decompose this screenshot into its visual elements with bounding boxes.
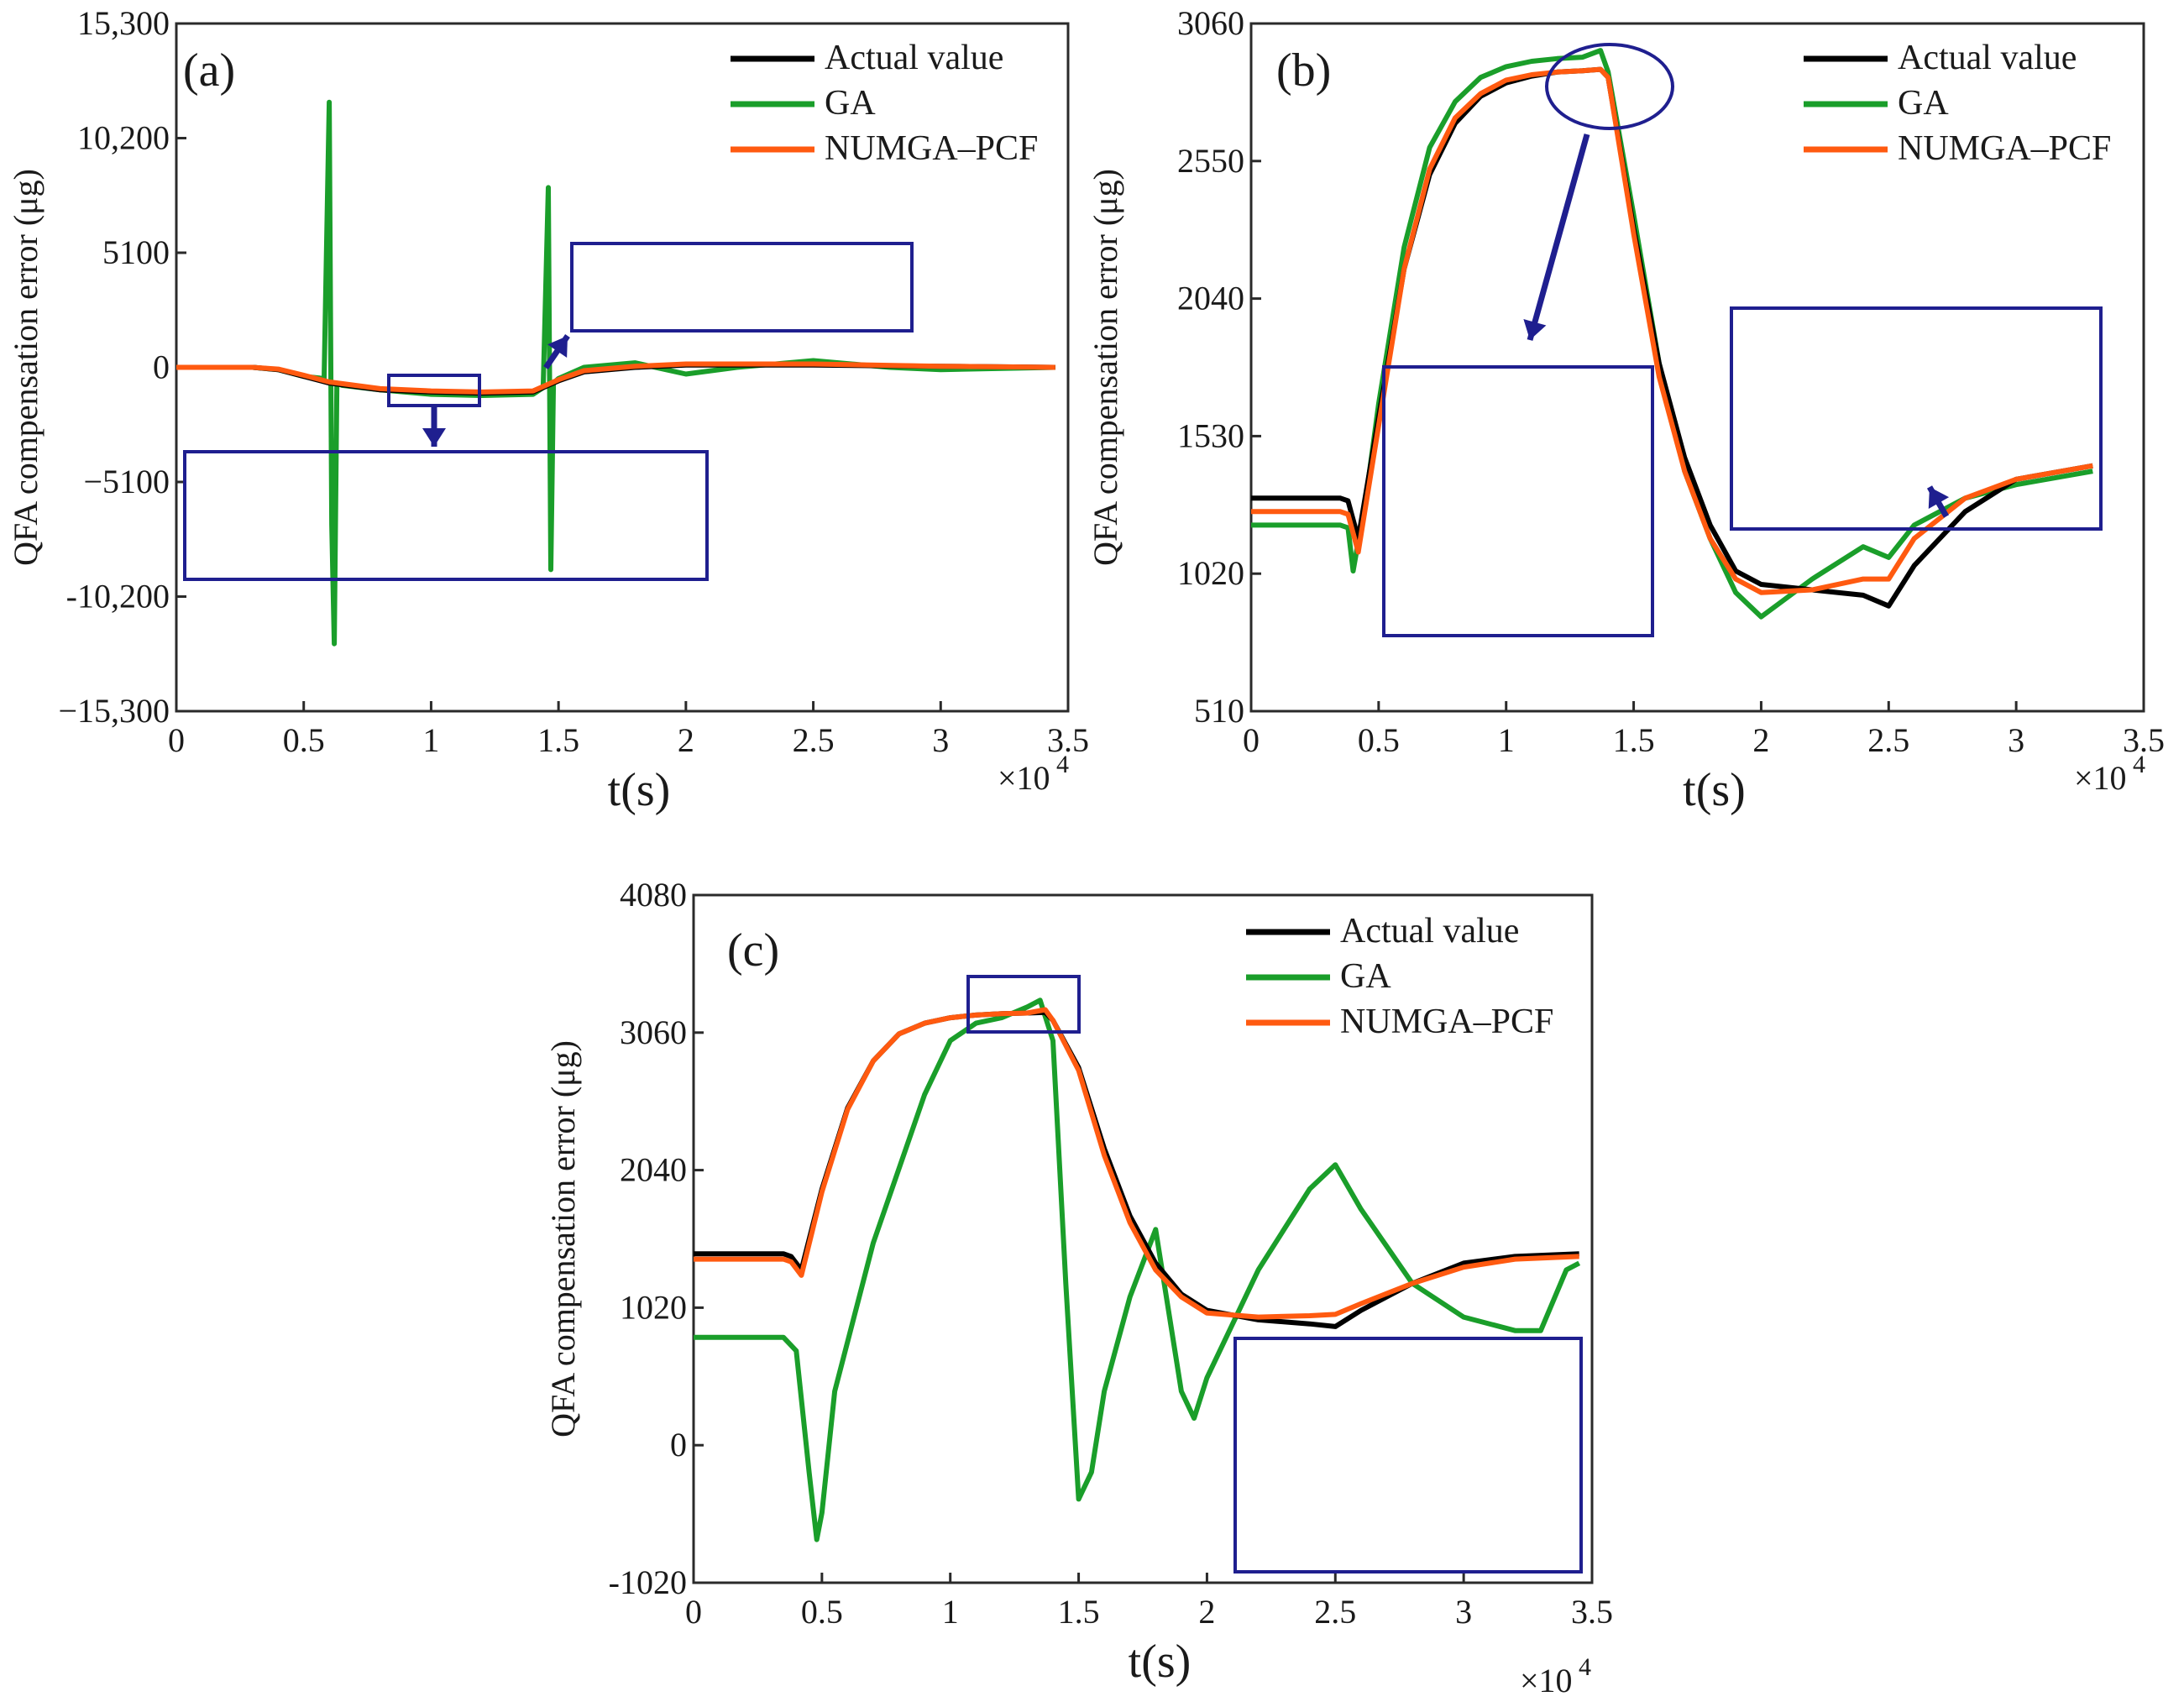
highlight-ellipse [1545, 43, 1674, 130]
legend-label: GA [825, 84, 876, 123]
legend-label: NUMGA–PCF [1340, 1003, 1553, 1041]
chart-panel-2: 510 1020 1530 2040 2550 3060 0 0.5 1 1.5 2 2.5 3 3.5 t… [1087, 4, 2165, 816]
y-tick-label: -10,200 [66, 578, 170, 615]
x-axis-label: t(s) [1683, 764, 1746, 816]
x-multiplier-base: ×10 [998, 759, 1050, 797]
y-tick-label: −15,300 [58, 692, 170, 730]
zoom-arrow [1527, 134, 1590, 341]
x-tick-label: 0 [1243, 721, 1260, 759]
x-multiplier-exponent: 4 [1056, 751, 1069, 778]
y-tick-label: 1020 [1177, 554, 1244, 592]
y-axis-label: QFA compensation error (μg) [1087, 169, 1124, 566]
y-axis-label: QFA compensation error (μg) [544, 1040, 582, 1437]
arrow-head [422, 428, 446, 447]
inset-zoom-box [966, 975, 1081, 1034]
inset-zoom-box [183, 450, 709, 581]
panel-label: (c) [727, 924, 779, 977]
x-tick-label: 1 [1498, 721, 1515, 759]
inset-zoom-box [387, 374, 481, 407]
x-multiplier: ×10 4 [2074, 751, 2145, 797]
x-axis-label: t(s) [608, 764, 671, 816]
y-tick-label: 2040 [1177, 280, 1244, 317]
panel-label: (b) [1276, 45, 1331, 97]
legend: Actual value GA NUMGA–PCF [731, 39, 1038, 168]
legend-label: Actual value [825, 39, 1003, 77]
inset-zoom-box [1233, 1337, 1583, 1573]
series-line-ga [694, 997, 1581, 1542]
y-tick-label: 5100 [102, 233, 170, 271]
y-tick-label: 0 [153, 348, 170, 386]
x-multiplier-exponent: 4 [1579, 1653, 1591, 1681]
x-multiplier-base: ×10 [1520, 1662, 1573, 1699]
x-tick-label: 0 [685, 1593, 702, 1631]
y-tick-label: 1530 [1177, 416, 1244, 454]
x-tick-label: 1.5 [1058, 1593, 1100, 1631]
series-line-ga [176, 99, 1055, 647]
legend-label: NUMGA–PCF [825, 129, 1038, 168]
legend-label: NUMGA–PCF [1898, 129, 2111, 168]
x-tick-label: 3 [1455, 1593, 1472, 1631]
x-multiplier-base: ×10 [2074, 759, 2127, 797]
legend-label: Actual value [1340, 912, 1519, 950]
legend-label: Actual value [1898, 39, 2077, 77]
inset-zoom-box [1382, 365, 1654, 637]
x-tick-label: 3.5 [1047, 721, 1089, 759]
y-tick-label: 15,300 [77, 4, 170, 42]
y-axis-label: QFA compensation error (μg) [7, 169, 45, 566]
y-tick-label: 510 [1194, 692, 1244, 730]
x-multiplier-exponent: 4 [2133, 751, 2145, 778]
x-multiplier: ×10 4 [998, 751, 1069, 797]
x-tick-label: 3 [932, 721, 949, 759]
x-tick-label: 0.5 [283, 721, 325, 759]
x-tick-label: 0.5 [801, 1593, 843, 1631]
x-multiplier: ×10 4 [1520, 1653, 1591, 1699]
x-tick-label: 2.5 [1314, 1593, 1356, 1631]
y-tick-label: 1020 [620, 1288, 687, 1326]
x-tick-label: 0 [168, 721, 185, 759]
x-axis-label: t(s) [1129, 1636, 1192, 1688]
x-tick-label: 2.5 [793, 721, 835, 759]
x-tick-label: 1.5 [537, 721, 579, 759]
legend-label: GA [1898, 84, 1949, 123]
y-tick-label: 3060 [1177, 4, 1244, 42]
x-tick-label: 0.5 [1358, 721, 1400, 759]
chart-panel-1: −15,300 -10,200 −5100 0 5100 10,200 15,300 0 0.5… [7, 4, 1089, 816]
plot-frame [692, 893, 1594, 1584]
y-tick-label: 4080 [620, 876, 687, 914]
x-tick-label: 1 [422, 721, 439, 759]
legend: Actual value GA NUMGA–PCF [1246, 912, 1553, 1041]
series-line-numga [176, 361, 1055, 395]
x-tick-label: 2.5 [1867, 721, 1909, 759]
x-tick-label: 1 [942, 1593, 959, 1631]
y-tick-label: −5100 [83, 463, 170, 500]
series-line-numga [694, 1007, 1579, 1320]
arrow-head [1523, 319, 1547, 340]
series-line-numga [1251, 66, 2093, 595]
arrow-head [1928, 487, 1950, 510]
x-tick-label: 3.5 [2123, 721, 2165, 759]
y-tick-label: 3060 [620, 1013, 687, 1051]
legend-label: GA [1340, 957, 1391, 996]
x-tick-label: 2 [1198, 1593, 1215, 1631]
y-tick-label: 2550 [1177, 142, 1244, 180]
plot-frame [1249, 22, 2145, 713]
y-tick-label: 2040 [620, 1151, 687, 1189]
x-tick-label: 3 [2008, 721, 2024, 759]
x-tick-label: 3.5 [1571, 1593, 1613, 1631]
x-tick-label: 1.5 [1613, 721, 1655, 759]
panel-label: (a) [183, 45, 235, 97]
legend: Actual value GA NUMGA–PCF [1804, 39, 2111, 168]
arrow-head [547, 336, 568, 359]
inset-zoom-box [1730, 306, 2103, 531]
inset-zoom-box [570, 242, 914, 332]
y-tick-label: 10,200 [77, 119, 170, 157]
y-tick-label: -1020 [609, 1563, 687, 1601]
y-tick-label: 0 [670, 1426, 687, 1464]
x-tick-label: 2 [678, 721, 694, 759]
x-tick-label: 2 [1752, 721, 1769, 759]
